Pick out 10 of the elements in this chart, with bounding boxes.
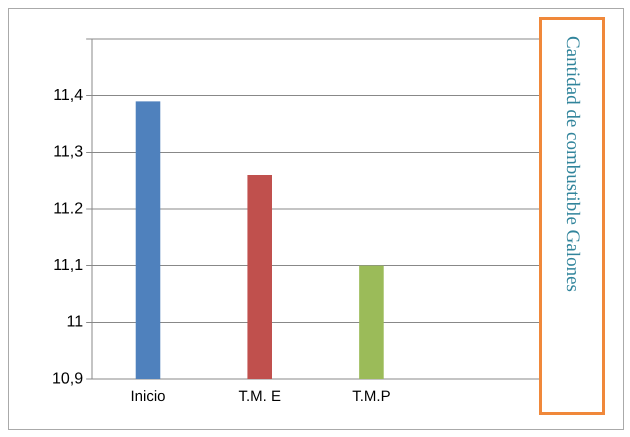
- y-tick-label: 10,9: [52, 370, 84, 388]
- y-tick-label: 11,4: [53, 87, 84, 104]
- y-axis-title: Cantidad de combustible Galones: [561, 35, 583, 294]
- y-tick-label: 11: [66, 314, 84, 331]
- y-tick-label: 11,3: [53, 144, 84, 161]
- x-tick-label: T.M. E: [238, 388, 281, 406]
- y-tick-label: 11,1: [53, 257, 84, 274]
- y-tick-label: 11.2: [53, 200, 84, 218]
- x-tick-label: T.M.P: [352, 388, 391, 406]
- x-tick-label: Inicio: [130, 388, 166, 406]
